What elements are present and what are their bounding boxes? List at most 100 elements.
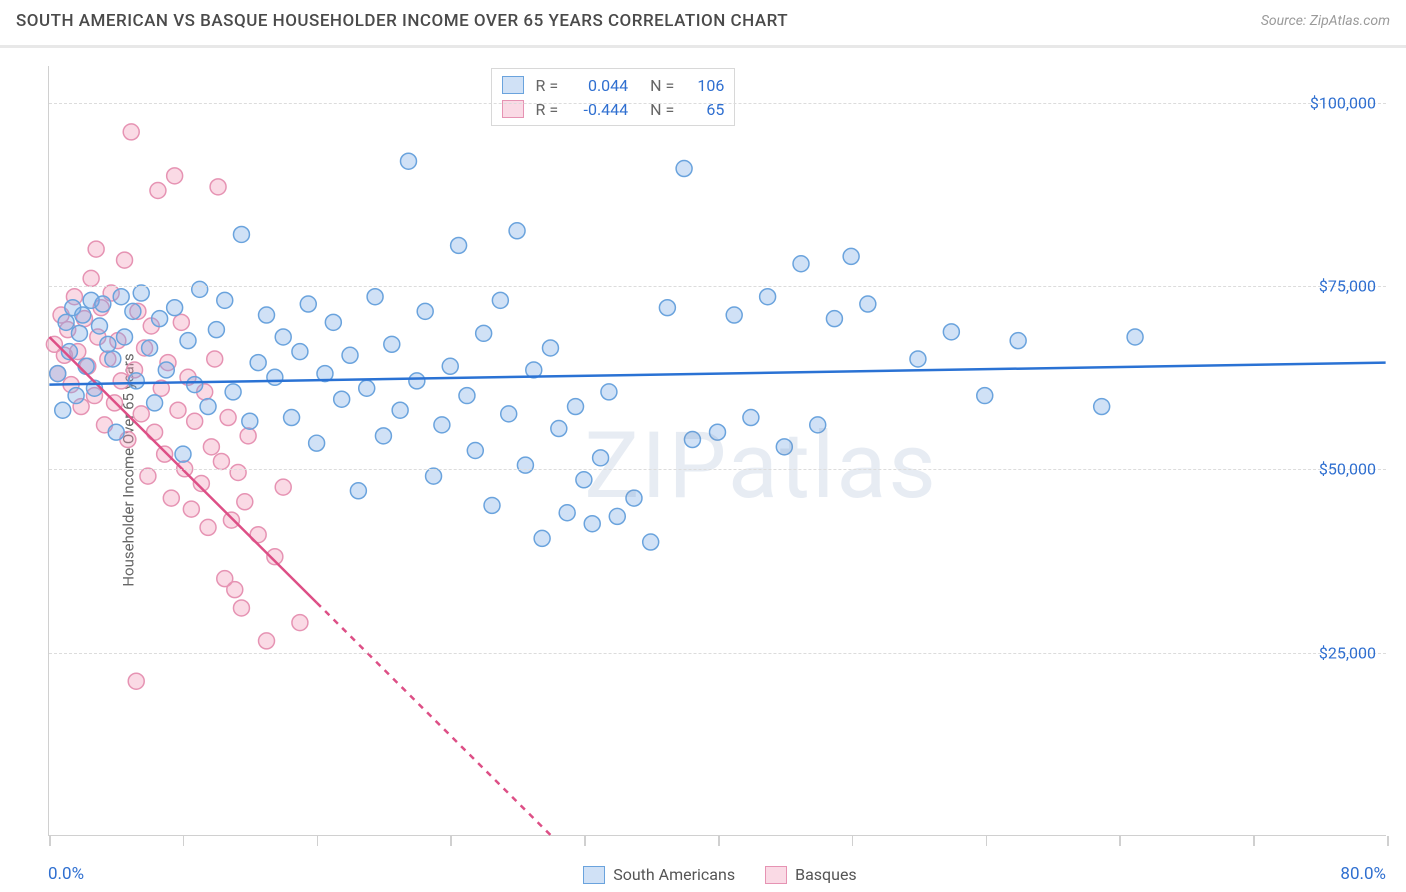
data-point <box>68 388 84 404</box>
source-label: Source: ZipAtlas.com <box>1261 13 1390 29</box>
x-tick-mark <box>450 836 452 846</box>
data-point <box>451 237 467 253</box>
x-tick-mark <box>183 836 185 846</box>
data-point <box>584 516 600 532</box>
data-point <box>187 413 203 429</box>
x-tick-mark <box>718 836 720 846</box>
n-value: 106 <box>686 76 724 95</box>
data-point <box>167 300 183 316</box>
data-point <box>309 435 325 451</box>
data-point <box>147 395 163 411</box>
data-point <box>534 530 550 546</box>
data-point <box>860 296 876 312</box>
data-point <box>726 307 742 323</box>
data-point <box>58 314 74 330</box>
data-point <box>743 410 759 426</box>
data-point <box>223 512 239 528</box>
data-point <box>910 351 926 367</box>
data-point <box>233 600 249 616</box>
data-point <box>95 296 111 312</box>
title-bar: SOUTH AMERICAN VS BASQUE HOUSEHOLDER INC… <box>0 0 1406 48</box>
plot-region: ZIPatlas R = 0.044 N = 106 R = -0.444 N … <box>48 66 1386 836</box>
data-point <box>776 439 792 455</box>
x-tick-mark <box>49 836 51 846</box>
data-point <box>71 325 87 341</box>
data-point <box>943 324 959 340</box>
x-tick-mark <box>584 836 586 846</box>
data-point <box>459 388 475 404</box>
chart-area: Householder Income Over 65 years ZIPatla… <box>0 48 1406 892</box>
data-point <box>375 428 391 444</box>
data-point <box>392 402 408 418</box>
r-value: 0.044 <box>570 76 628 95</box>
data-point <box>125 303 141 319</box>
legend-swatch <box>502 76 524 94</box>
data-point <box>183 501 199 517</box>
legend-series-item: Basques <box>765 865 857 884</box>
data-point <box>409 373 425 389</box>
data-point <box>208 322 224 338</box>
data-point <box>334 391 350 407</box>
x-tick-mark <box>1119 836 1121 846</box>
legend-series-item: South Americans <box>583 865 735 884</box>
y-tick-label: $100,000 <box>49 93 1376 112</box>
data-point <box>233 226 249 242</box>
data-point <box>91 318 107 334</box>
legend-swatch <box>765 866 787 884</box>
data-point <box>509 223 525 239</box>
data-point <box>173 314 189 330</box>
data-point <box>609 508 625 524</box>
x-tick-mark <box>1387 836 1389 846</box>
data-point <box>167 168 183 184</box>
chart-title: SOUTH AMERICAN VS BASQUE HOUSEHOLDER INC… <box>16 11 788 31</box>
data-point <box>100 336 116 352</box>
data-point <box>542 340 558 356</box>
data-point <box>220 410 236 426</box>
data-point <box>50 366 66 382</box>
data-point <box>710 424 726 440</box>
data-point <box>1094 399 1110 415</box>
data-point <box>227 582 243 598</box>
data-point <box>207 351 223 367</box>
data-point <box>200 519 216 535</box>
data-point <box>147 424 163 440</box>
data-point <box>626 490 642 506</box>
data-point <box>259 307 275 323</box>
data-point <box>113 373 129 389</box>
data-point <box>187 377 203 393</box>
n-label: N = <box>650 76 674 95</box>
legend-series-label: South Americans <box>613 865 735 884</box>
legend-series-label: Basques <box>795 865 857 884</box>
data-point <box>163 490 179 506</box>
data-point <box>793 256 809 272</box>
data-point <box>123 124 139 140</box>
r-label: R = <box>536 76 559 95</box>
data-point <box>659 300 675 316</box>
data-point <box>117 252 133 268</box>
data-point <box>384 336 400 352</box>
data-point <box>977 388 993 404</box>
data-point <box>240 428 256 444</box>
data-point <box>442 358 458 374</box>
data-point <box>200 399 216 415</box>
x-tick-mark <box>852 836 854 846</box>
data-point <box>501 406 517 422</box>
data-point <box>275 479 291 495</box>
x-axis-label-left: 0.0% <box>48 864 84 884</box>
data-point <box>843 248 859 264</box>
data-point <box>117 329 133 345</box>
data-point <box>250 355 266 371</box>
data-point <box>284 410 300 426</box>
data-point <box>55 402 71 418</box>
trend-line <box>49 363 1385 385</box>
data-point <box>105 351 121 367</box>
legend-swatch <box>583 866 605 884</box>
data-point <box>810 417 826 433</box>
data-point <box>350 483 366 499</box>
data-point <box>484 497 500 513</box>
data-point <box>292 344 308 360</box>
data-point <box>150 183 166 199</box>
trend-line <box>317 603 551 835</box>
y-tick-label: $25,000 <box>49 643 1376 662</box>
data-point <box>275 329 291 345</box>
